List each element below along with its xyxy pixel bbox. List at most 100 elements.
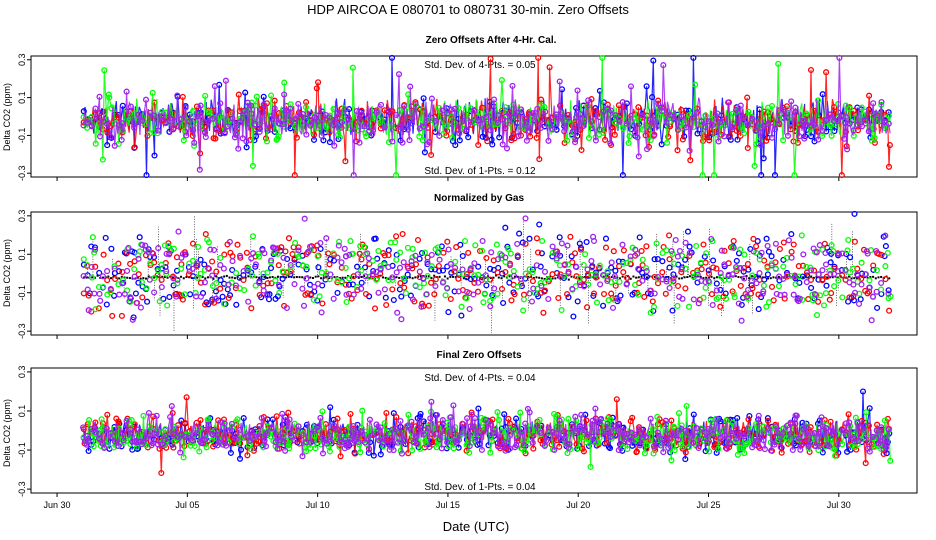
panel-1-series-purple-point <box>194 113 201 120</box>
panel-2-baseline-point <box>387 277 390 280</box>
panel-1-series-purple-point <box>264 125 271 132</box>
panel-2-series-red-point <box>158 276 165 283</box>
panel-2-series-purple-point <box>717 270 724 277</box>
panel-1-series-green-point <box>336 134 343 141</box>
panel-3-series-green-point <box>553 413 560 420</box>
panel-3-series-purple-point <box>862 422 869 430</box>
panel-2-series-purple-point <box>323 235 330 242</box>
panel-1-series-purple-point <box>733 106 740 113</box>
panel-2-series-purple-point <box>694 271 701 278</box>
panel-3-series-red-point <box>405 450 412 457</box>
panel-2-series-purple-point <box>166 251 173 258</box>
panel-3-series-purple-point <box>258 414 265 422</box>
panel-3-series-purple-point <box>478 446 485 453</box>
panel-3-series-green-point <box>140 412 147 419</box>
panel-1-series-purple-point <box>174 92 181 99</box>
panel-2-series-purple-point <box>88 263 95 271</box>
panel-3-series-purple-point <box>432 430 439 437</box>
panel-3-series-purple-point <box>394 439 401 446</box>
panel-2-series-purple-point <box>220 265 227 272</box>
panel-3-series-purple-point <box>101 444 108 452</box>
panel-2-series-purple-point <box>491 285 498 292</box>
panel-2-baseline-point <box>255 276 258 279</box>
panel-2-series-red-point <box>431 291 438 298</box>
panel-2-series-purple-point <box>869 293 876 300</box>
panel-2-baseline-point <box>414 276 417 279</box>
panel-2-series-green-point <box>682 265 689 272</box>
panel-2-series-purple-point <box>181 251 188 258</box>
panel-3-series-purple-point <box>695 444 702 452</box>
panel-2-series-red-point <box>686 252 693 259</box>
panel-2-baseline-point <box>285 276 288 279</box>
panel-3-series-green-point <box>575 445 582 452</box>
panel-2-series-red-point <box>232 285 239 292</box>
panel-1-series-purple-point <box>271 105 278 112</box>
panel-1-series-green-point <box>263 138 271 145</box>
panel-2-series-red-point <box>540 309 547 316</box>
panel-1-series-green-point <box>740 130 748 137</box>
panel-3-series-green-point <box>90 443 97 450</box>
panel-2-baseline-point <box>452 275 455 278</box>
panel-2-series-red-point <box>753 243 760 250</box>
panel-2-baseline-point <box>419 275 422 278</box>
panel-1-series-blue-point <box>658 141 665 148</box>
panel-2-series-blue-point <box>354 263 361 270</box>
panel-2-baseline-point <box>538 276 541 279</box>
panel-2-series-green-point <box>647 309 654 316</box>
panel-2-series-green-point <box>670 260 678 267</box>
panel-3-series-green-point <box>683 402 690 410</box>
panel-3-series-purple-point <box>221 420 228 427</box>
panel-3-series-purple-point <box>438 445 445 452</box>
panel-1-series-purple-point <box>487 127 494 134</box>
panel-3-series-purple-point <box>818 414 825 421</box>
panel-2-baseline-point <box>492 276 495 279</box>
panel-2-series-green-point <box>404 244 411 251</box>
panel-2-series-green-point <box>596 262 603 269</box>
panel-2-series-blue-point <box>526 235 533 242</box>
panel-3-series-green-point <box>357 449 364 456</box>
panel-1-series-red-point <box>527 133 534 140</box>
panel-2-series-green-point <box>303 263 310 270</box>
panel-3-series-red-point <box>778 449 785 456</box>
panel-3-series-purple-point <box>420 431 427 438</box>
panel-2-series-red-point <box>781 295 788 302</box>
panel-2-series-red-point <box>342 281 349 288</box>
panel-3-series-purple-point <box>768 447 775 454</box>
panel-2-series-green-point <box>542 279 549 286</box>
panel-2-series-red-point <box>234 241 241 248</box>
panel-2-series-purple-point <box>494 256 502 263</box>
panel-2-series-blue-point <box>358 279 365 286</box>
panel-3-ylabel: Delta CO2 (ppm) <box>2 399 12 467</box>
panel-2-series-blue-point <box>803 272 811 279</box>
panel-2-series-red-point <box>788 248 795 255</box>
panel-1-series-red-point <box>866 92 873 99</box>
panel-1-series-blue-point <box>592 105 599 112</box>
panel-3-series-blue-point <box>606 445 614 452</box>
panel-2-baseline-point <box>266 277 269 280</box>
panel-3-series-red-point <box>807 424 814 431</box>
panel-1-series-green-point <box>88 114 95 121</box>
panel-2-series-green-point <box>272 277 279 284</box>
panel-2-series-purple-point <box>99 273 106 280</box>
panel-2-series-blue-point <box>654 255 661 263</box>
panel-1-series-green-point <box>253 93 260 100</box>
panel-1-series-purple-point <box>823 117 830 124</box>
panel-1-series-purple-point <box>580 122 587 129</box>
panel-1-series-red-point <box>807 66 815 74</box>
panel-1-series-purple-point <box>784 114 791 121</box>
panel-2-series-purple-point <box>137 304 144 311</box>
panel-2-series-green-point <box>663 247 670 254</box>
panel-3-series-purple-point <box>709 431 717 438</box>
panel-2-series-green-point <box>358 267 365 274</box>
panel-3-series-blue-point <box>619 447 626 454</box>
panel-2-series-red-point <box>275 262 282 269</box>
panel-2-series-purple-point <box>604 277 611 285</box>
panel-3-series-purple-point <box>237 426 244 433</box>
panel-2-series-green-point <box>659 249 666 257</box>
panel-2-series-red-point <box>465 249 472 256</box>
panel-2-series-green-point <box>343 298 350 306</box>
panel-2-series-purple-point <box>541 268 549 275</box>
panel-1-series-red-point <box>679 136 686 143</box>
panel-2-series-purple-point <box>389 274 396 281</box>
panel-1-series-purple-point <box>123 88 130 95</box>
